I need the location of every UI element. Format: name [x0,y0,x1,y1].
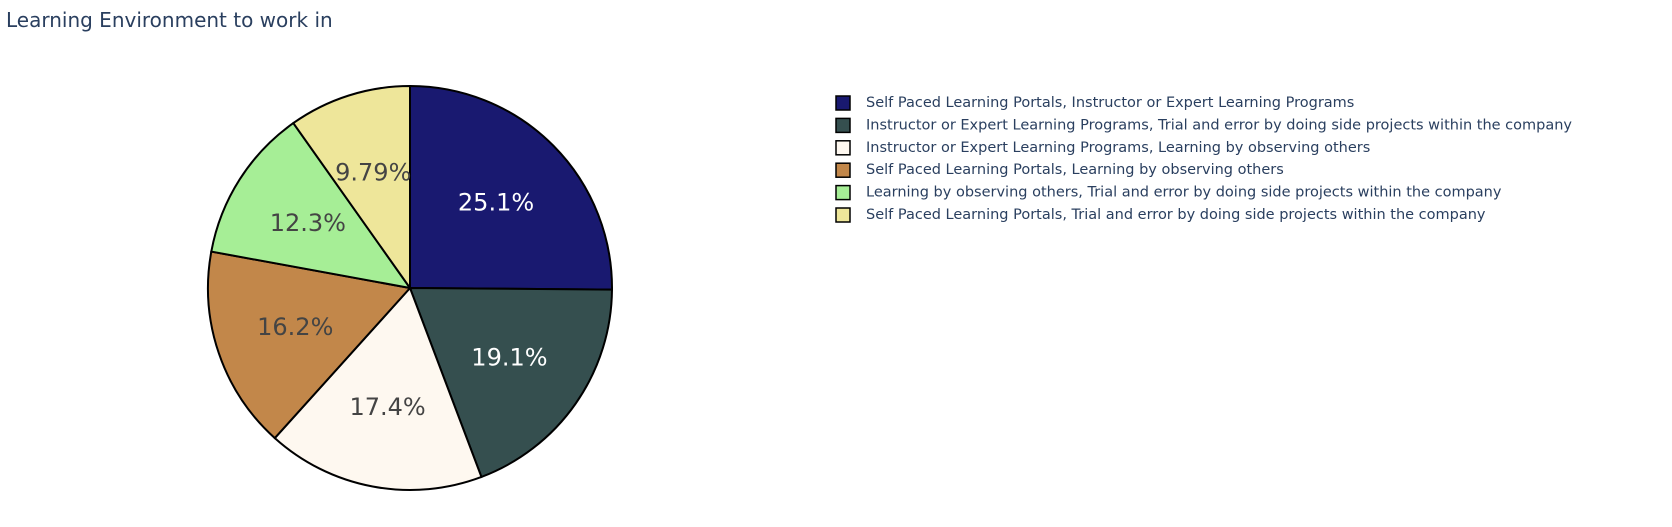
pie-slice-1 [409,84,613,291]
slice-label-5: 12.3% [270,209,346,237]
pie-labels: 25.1% 19.1% 17.4% 16.2% 12.3% 9.79% [257,158,547,421]
pie-slice-3 [273,286,483,491]
legend-label-4[interactable]: Self Paced Learning Portals, Learning by… [866,162,1284,178]
legend-swatch-6[interactable] [835,207,851,223]
pie-slice-2 [408,286,614,479]
legend: Self Paced Learning Portals, Instructor … [835,95,1572,223]
slice-label-1: 25.1% [458,189,534,217]
legend-label-2[interactable]: Instructor or Expert Learning Programs, … [866,117,1572,133]
legend-swatch-4[interactable] [835,162,851,178]
legend-swatch-5[interactable] [835,184,851,201]
slice-label-4: 16.2% [257,313,333,341]
chart-title: Learning Environment to work in [6,8,333,32]
slice-label-6: 9.79% [335,158,411,186]
legend-swatch-1[interactable] [835,95,851,111]
pie-slices [207,84,614,491]
legend-label-3[interactable]: Instructor or Expert Learning Programs, … [866,140,1370,156]
slice-label-3: 17.4% [349,393,425,421]
legend-label-5[interactable]: Learning by observing others, Trial and … [866,185,1502,201]
pie-slice-4 [207,250,412,440]
legend-swatch-3[interactable] [835,140,851,156]
pie-slice-5 [210,121,413,290]
pie-slice-6 [291,84,411,292]
legend-swatch-2[interactable] [835,117,851,134]
slice-label-2: 19.1% [471,343,547,371]
legend-label-1[interactable]: Self Paced Learning Portals, Instructor … [866,95,1354,111]
legend-label-6[interactable]: Self Paced Learning Portals, Trial and e… [866,207,1486,223]
